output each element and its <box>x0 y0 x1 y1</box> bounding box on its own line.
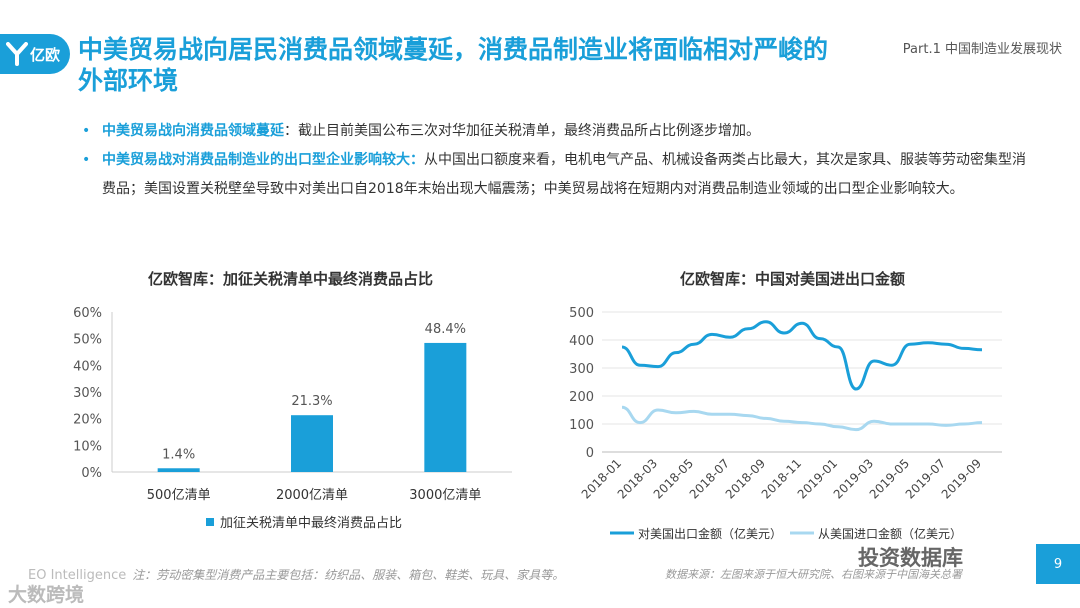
bullet-list: 中美贸易战向消费品领域蔓延：截止目前美国公布三次对华加征关税清单，最终消费品所占… <box>82 117 1032 204</box>
bullet-2: 中美贸易战对消费品制造业的出口型企业影响较大：从中国出口额度来看，电机电气产品、… <box>82 146 1032 204</box>
footer-note: EO Intelligence 注：劳动密集型消费产品主要包括：纺织品、服装、箱包… <box>28 566 564 583</box>
y-tick-label: 0 <box>586 446 594 461</box>
y-tick-label: 300 <box>569 362 594 377</box>
legend-label: 从美国进口金额（亿美元） <box>818 526 962 541</box>
section-label: Part.1 中国制造业发展现状 <box>902 42 1062 57</box>
y-tick-label: 10% <box>73 439 102 454</box>
legend-swatch <box>206 518 214 526</box>
y-tick-label: 500 <box>569 306 594 321</box>
series-line <box>621 405 983 432</box>
bullet-2-highlight: 中美贸易战对消费品制造业的出口型企业影响较大： <box>102 152 424 168</box>
y-tick-label: 30% <box>73 386 102 401</box>
watermark-left: 大数跨境 <box>8 584 85 606</box>
bar-chart-title: 亿欧智库：加征关税清单中最终消费品占比 <box>148 270 434 288</box>
page-number: 9 <box>1036 544 1080 584</box>
y-tick-label: 200 <box>569 390 594 405</box>
bullet-1: 中美贸易战向消费品领域蔓延：截止目前美国公布三次对华加征关税清单，最终消费品所占… <box>82 117 1032 146</box>
logo-icon <box>6 42 28 66</box>
line-chart-title: 亿欧智库：中国对美国进出口金额 <box>680 270 906 288</box>
watermark-right: 投资数据库 <box>858 546 963 570</box>
data-label: 1.4% <box>162 447 195 462</box>
y-tick-label: 40% <box>73 359 102 374</box>
data-label: 21.3% <box>291 394 332 409</box>
bar-chart: 0% 10% 20% 30% 40% 50% 60% 1.4% 500亿清单 21.3% 2000亿… <box>73 306 512 531</box>
bullet-1-text: ：截止目前美国公布三次对华加征关税清单，最终消费品所占比例逐步增加。 <box>284 123 760 139</box>
bullet-2-text: 从中国出口额度来看，电机电气产品、机械设备两类占比最大，其次是家具、服装等劳动密… <box>102 152 1026 197</box>
footer-brand: EO Intelligence <box>28 568 127 583</box>
footer-note-text: 注：劳动密集型消费产品主要包括：纺织品、服装、箱包、鞋类、玩具、家具等。 <box>132 568 565 582</box>
bar <box>157 468 200 472</box>
y-tick-label: 100 <box>569 418 594 433</box>
y-tick-label: 0% <box>81 466 102 481</box>
page-title: 中美贸易战向居民消费品领域蔓延，消费品制造业将面临相对严峻的外部环境 <box>78 35 829 95</box>
bar <box>291 415 333 472</box>
y-tick-label: 60% <box>73 306 102 321</box>
y-tick-label: 50% <box>73 333 102 348</box>
bullet-1-highlight: 中美贸易战向消费品领域蔓延 <box>102 123 284 139</box>
data-source: 数据来源：左图来源于恒大研究院、右图来源于中国海关总署 <box>665 568 962 581</box>
x-tick-label: 3000亿清单 <box>409 488 481 503</box>
x-tick-label: 2000亿清单 <box>276 488 348 503</box>
x-tick-label: 500亿清单 <box>147 488 211 503</box>
bar <box>424 342 467 472</box>
series-line <box>621 320 983 391</box>
x-tick-label: 2019-09 <box>939 456 984 501</box>
y-tick-label: 20% <box>73 413 102 428</box>
logo: 亿欧 <box>0 34 70 74</box>
line-chart: 01002003004005002018-012018-032018-05201… <box>569 306 1002 541</box>
legend-label: 对美国出口金额（亿美元） <box>638 526 782 541</box>
data-label: 48.4% <box>425 322 466 337</box>
logo-text: 亿欧 <box>30 45 61 64</box>
y-tick-label: 400 <box>569 334 594 349</box>
legend-label: 加征关税清单中最终消费品占比 <box>220 515 402 531</box>
